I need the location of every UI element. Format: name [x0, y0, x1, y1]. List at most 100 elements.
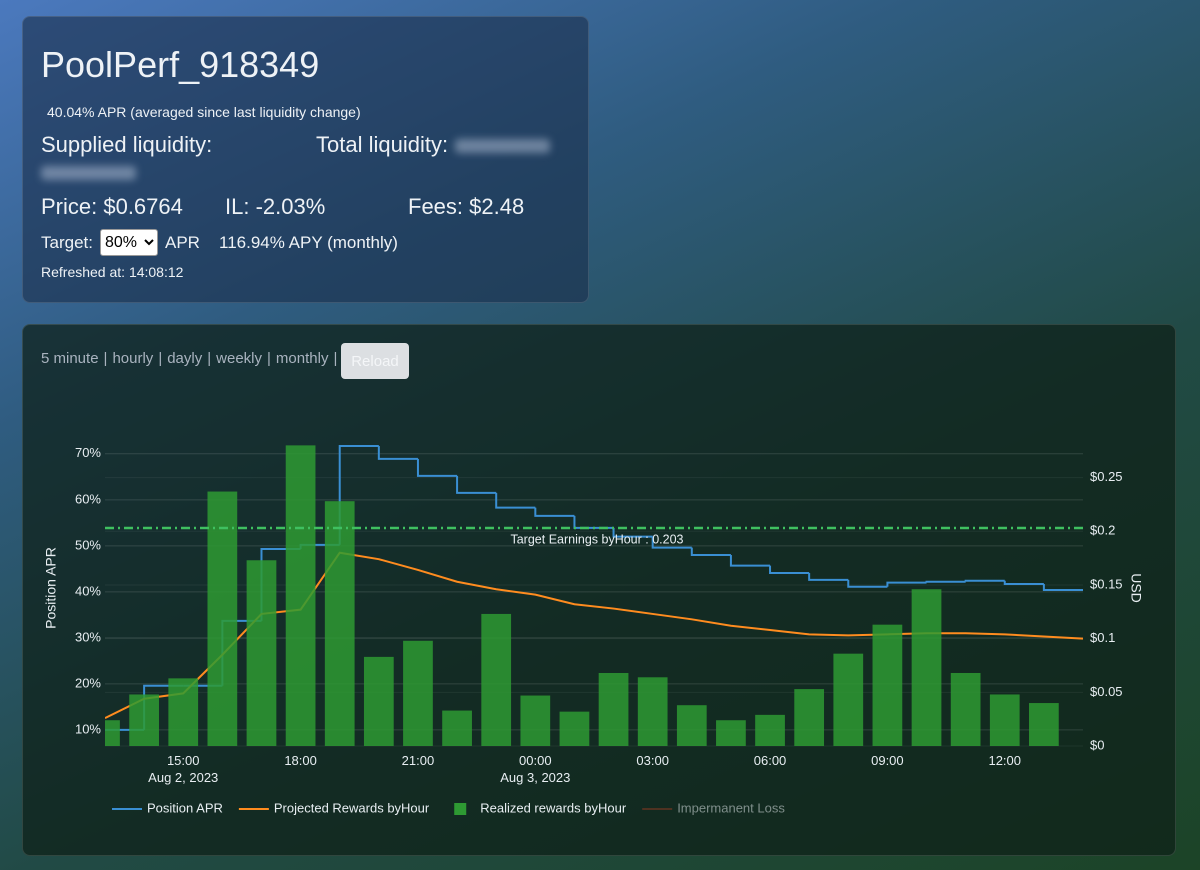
legend-item[interactable]: Realized rewards byHour	[454, 800, 627, 815]
x-tick-label: 12:00	[988, 753, 1022, 768]
step-segment	[456, 475, 497, 494]
bar	[207, 491, 238, 746]
step-segment	[416, 458, 458, 477]
legend-item[interactable]: Position APR	[112, 800, 223, 815]
blurred-value	[455, 139, 550, 153]
step-segment	[377, 445, 418, 460]
legend-item[interactable]: Impermanent Loss	[642, 800, 785, 815]
bar	[246, 560, 277, 746]
bar	[403, 640, 433, 746]
legend-label: Projected Rewards byHour	[274, 800, 430, 815]
step-segment	[690, 547, 731, 557]
y2-tick-label: $0.15	[1090, 576, 1123, 591]
period-link[interactable]: 5 minute	[41, 350, 99, 367]
il: IL: -2.03%	[225, 194, 326, 219]
step-segment	[612, 527, 653, 538]
step-segment	[847, 579, 888, 588]
supplied-label: Supplied liquidity:	[41, 132, 213, 157]
target-unit: APR	[165, 233, 200, 252]
y2-axis-title: USD	[1128, 573, 1144, 603]
separator: |	[333, 350, 338, 367]
y2-tick-label: $0.1	[1090, 630, 1115, 645]
x-tick-label: 00:00 Aug 3, 2023	[500, 753, 571, 785]
separator: |	[103, 350, 108, 367]
period-link[interactable]: monthly	[275, 350, 329, 367]
bar	[324, 501, 355, 746]
bar	[911, 589, 942, 746]
y-tick-label: 30%	[75, 629, 101, 644]
bar	[520, 695, 551, 746]
bar	[833, 653, 864, 746]
plot-area	[105, 444, 1083, 746]
separator: |	[207, 350, 212, 367]
bar	[481, 613, 512, 746]
step-segment	[964, 579, 1005, 582]
bar	[950, 672, 981, 746]
legend-item[interactable]: Projected Rewards byHour	[238, 800, 430, 815]
bar	[676, 705, 707, 746]
fees: Fees: $2.48	[408, 194, 525, 219]
y-axis-title: Position APR	[43, 547, 59, 629]
period-link[interactable]: weekly	[216, 350, 263, 367]
target-label: Target:	[41, 233, 93, 252]
legend-label: Impermanent Loss	[677, 800, 785, 815]
bar	[1029, 703, 1059, 746]
step-segment	[573, 515, 614, 529]
step-segment	[769, 565, 810, 574]
x-tick-label: 09:00	[871, 753, 904, 768]
y-tick-label: 10%	[75, 721, 101, 736]
legend-label: Position APR	[147, 800, 223, 815]
x-tick-label: 18:00	[284, 753, 317, 768]
target-select[interactable]: 80%	[100, 229, 158, 256]
bar	[105, 720, 120, 746]
bar	[872, 624, 903, 746]
apy: 116.94% APY (monthly)	[219, 233, 398, 252]
separator: |	[158, 350, 163, 367]
step-segment	[925, 580, 966, 583]
target-annotation: Target Earnings byHour : 0.203	[510, 532, 683, 546]
x-tick-label: 15:00 Aug 2, 2023	[148, 753, 219, 785]
y2-tick-label: $0.25	[1090, 469, 1123, 484]
y2-tick-label: $0.2	[1090, 523, 1115, 538]
bar	[794, 689, 825, 746]
reload-button[interactable]: Reload	[341, 343, 409, 379]
refreshed: Refreshed at: 14:08:12	[41, 264, 184, 280]
x-tick-label: 21:00	[401, 753, 435, 768]
bar	[598, 672, 629, 746]
blurred-value	[41, 166, 136, 180]
step-segment	[534, 507, 575, 517]
step-segment	[886, 581, 927, 587]
x-tick-label: 06:00	[753, 753, 787, 768]
bar	[129, 694, 159, 746]
period-toolbar: 5 minute | hourly | dayly | weekly | monthly |	[41, 350, 342, 367]
total-label: Total liquidity:	[316, 132, 449, 157]
legend-swatch	[454, 803, 467, 815]
y-tick-label: 60%	[75, 491, 101, 506]
bar	[559, 711, 590, 746]
bar	[442, 710, 472, 746]
bar	[716, 720, 746, 746]
period-link[interactable]: dayly	[167, 350, 203, 367]
bar	[168, 678, 199, 746]
legend-label: Realized rewards byHour	[480, 800, 627, 815]
step-segment	[495, 492, 536, 509]
bar	[363, 656, 394, 746]
bar	[285, 445, 316, 746]
step-segment	[1003, 580, 1044, 586]
separator: |	[267, 350, 271, 367]
y-tick-label: 20%	[75, 675, 101, 690]
bar	[637, 677, 668, 746]
y2-tick-label: $0.05	[1090, 684, 1123, 699]
step-segment	[808, 572, 849, 581]
step-segment	[729, 555, 771, 567]
y-tick-label: 70%	[75, 445, 101, 460]
x-tick-label: 03:00	[636, 753, 669, 768]
pool-title: PoolPerf_918349	[41, 44, 320, 85]
bar	[989, 694, 1020, 746]
bar	[755, 714, 785, 746]
apr-note: 40.04% APR (averaged since last liquidit…	[47, 104, 361, 120]
period-link[interactable]: hourly	[112, 350, 154, 367]
price: Price: $0.6764	[41, 194, 183, 219]
